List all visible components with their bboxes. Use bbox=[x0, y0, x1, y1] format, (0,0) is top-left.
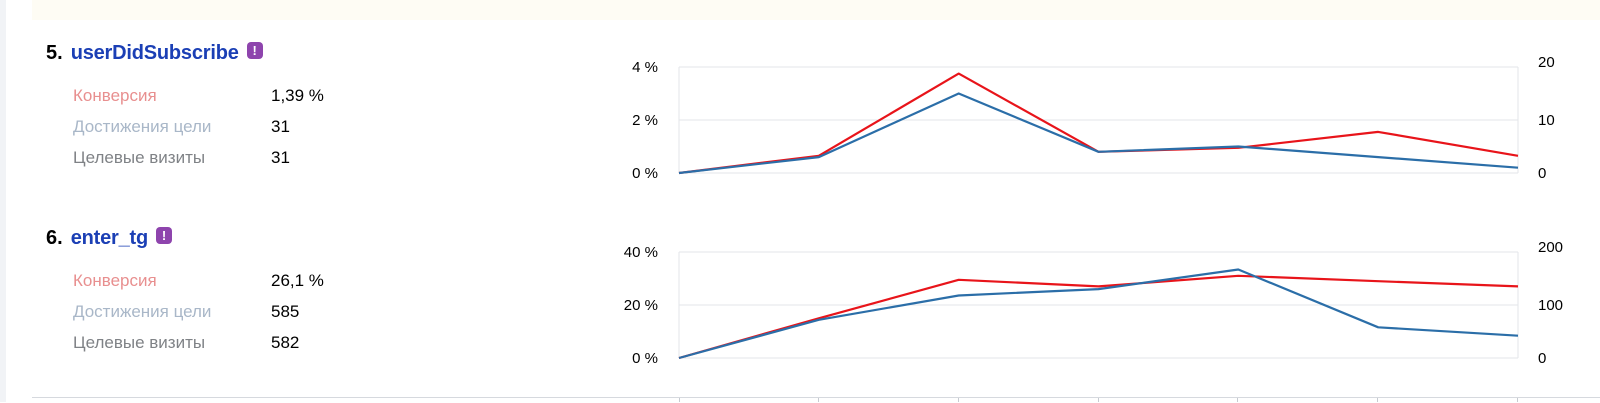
achievements-series-line bbox=[678, 92, 1519, 175]
left-axis-tick-label: 0 % bbox=[632, 350, 658, 367]
x-axis-tick bbox=[818, 398, 819, 402]
metric-value: 585 bbox=[271, 302, 300, 321]
x-axis-tick bbox=[1517, 398, 1518, 402]
x-axis-tick bbox=[958, 398, 959, 402]
goal-name-link[interactable]: enter_tg bbox=[70, 226, 149, 249]
left-axis-tick-label: 4 % bbox=[632, 59, 658, 76]
left-sidebar-edge bbox=[0, 0, 6, 402]
metric-value: 31 bbox=[271, 148, 290, 167]
metric-value: 582 bbox=[271, 333, 300, 352]
exclamation-badge-icon[interactable]: ! bbox=[246, 41, 263, 59]
goal-header: 6. enter_tg ! bbox=[46, 223, 172, 253]
metric-label: Целевые визиты bbox=[73, 148, 206, 167]
metric-label: Конверсия bbox=[73, 86, 157, 105]
x-axis-tick bbox=[679, 398, 680, 402]
top-banner bbox=[32, 0, 1600, 20]
achievements-series-line bbox=[678, 268, 1519, 360]
left-axis-tick-label: 0 % bbox=[632, 165, 658, 182]
right-axis-tick-label: 0 bbox=[1538, 350, 1546, 367]
goal-name-link[interactable]: userDidSubscribe bbox=[70, 41, 239, 64]
metric-value: 31 bbox=[271, 117, 290, 136]
goal-line-chart: 0 % 0 2 % 10 4 % 20 bbox=[632, 54, 1555, 182]
goal-line-chart: 0 % 0 20 % 100 40 % 200 bbox=[624, 239, 1563, 367]
metric-value: 1,39 % bbox=[271, 86, 324, 105]
left-axis-tick-label: 40 % bbox=[624, 244, 658, 261]
x-axis-tick bbox=[1377, 398, 1378, 402]
right-axis-tick-label: 10 bbox=[1538, 112, 1555, 129]
metric-value: 26,1 % bbox=[271, 271, 324, 290]
x-axis-tick bbox=[1237, 398, 1238, 402]
metric-label: Целевые визиты bbox=[73, 333, 206, 352]
right-axis-tick-label: 0 bbox=[1538, 165, 1546, 182]
right-axis-tick-label: 200 bbox=[1538, 239, 1563, 256]
conversion-series-line bbox=[678, 274, 1519, 360]
left-axis-tick-label: 2 % bbox=[632, 112, 658, 129]
right-axis-tick-label: 20 bbox=[1538, 54, 1555, 71]
right-axis-tick-label: 100 bbox=[1538, 297, 1563, 314]
x-axis-tick bbox=[1098, 398, 1099, 402]
goal-block: 6. enter_tg ! Конверсия 26,1 % Достижени… bbox=[0, 223, 1600, 403]
goal-header: 5. userDidSubscribe ! bbox=[46, 38, 263, 68]
bottom-divider bbox=[32, 397, 1600, 398]
goal-number: 6. bbox=[46, 226, 63, 249]
left-axis-tick-label: 20 % bbox=[624, 297, 658, 314]
goal-number: 5. bbox=[46, 41, 63, 64]
metric-label: Достижения цели bbox=[73, 302, 212, 321]
goal-block: 5. userDidSubscribe ! Конверсия 1,39 % Д… bbox=[0, 38, 1600, 218]
exclamation-badge-icon[interactable]: ! bbox=[156, 226, 172, 244]
metric-label: Достижения цели bbox=[73, 117, 212, 136]
metric-label: Конверсия bbox=[73, 271, 157, 290]
